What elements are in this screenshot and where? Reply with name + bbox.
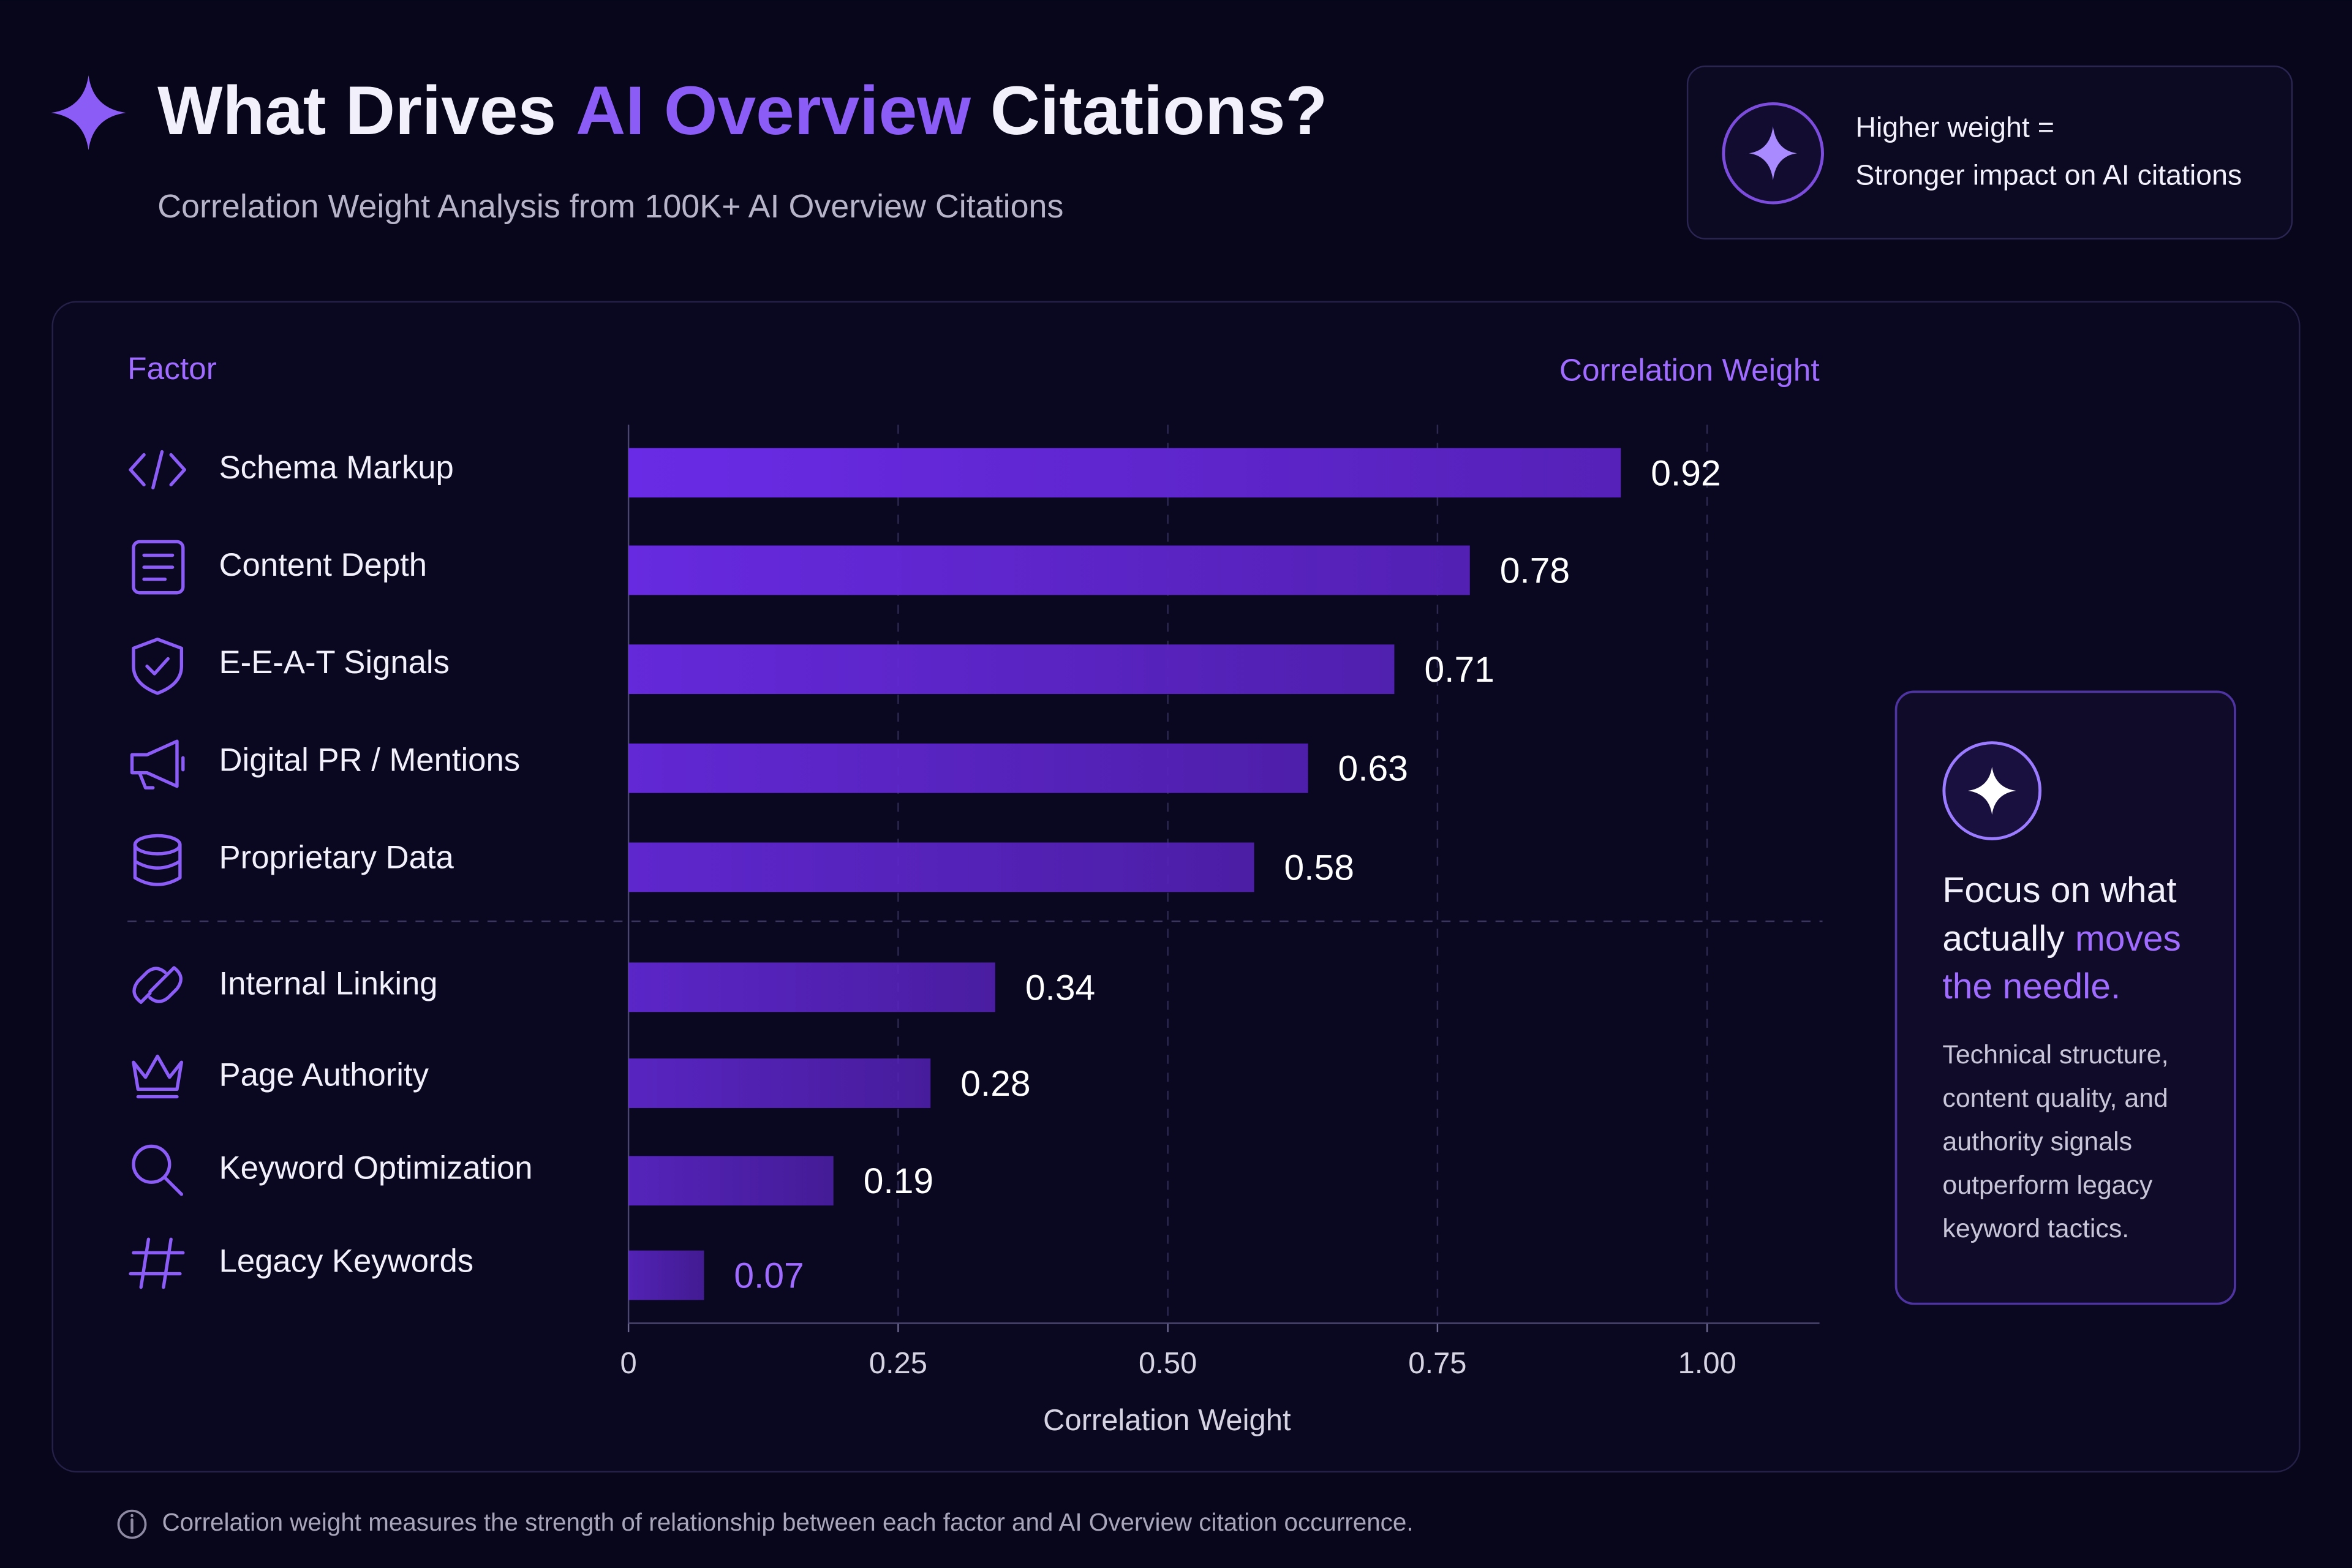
- x-tick-label: 0: [620, 1347, 637, 1380]
- callout-heading: actually moves: [1942, 918, 2181, 958]
- value-label: 0.28: [960, 1064, 1030, 1104]
- value-label: 0.19: [864, 1161, 933, 1201]
- bar: [628, 743, 1308, 793]
- value-label: 0.63: [1338, 749, 1408, 789]
- x-axis-label: Correlation Weight: [1043, 1404, 1291, 1437]
- bar: [628, 1156, 834, 1206]
- title-highlight: AI Overview: [576, 72, 971, 149]
- category-label: Content Depth: [219, 547, 427, 583]
- category-label: E-E-A-T Signals: [219, 644, 450, 680]
- column-header: Correlation Weight: [1559, 352, 1820, 387]
- x-tick-label: 1.00: [1678, 1347, 1736, 1380]
- value-label: 0.92: [1651, 453, 1721, 493]
- category-label: Schema Markup: [219, 450, 454, 486]
- callout-heading-highlight: the needle.: [1942, 967, 2120, 1006]
- icon-crown: [132, 1054, 184, 1099]
- value-label: 0.71: [1424, 650, 1494, 690]
- title-part: What Drives: [157, 72, 556, 149]
- callout-box: [1894, 690, 2236, 1305]
- value-label: 0.78: [1500, 551, 1570, 590]
- icon-code: [129, 450, 186, 490]
- icon-hash: [129, 1237, 185, 1289]
- icon-doc: [132, 540, 185, 595]
- legend-sparkle: [1749, 126, 1797, 181]
- bar: [628, 448, 1621, 498]
- bar: [628, 545, 1470, 595]
- callout-heading-part: actually: [1942, 918, 2065, 958]
- subtitle: Correlation Weight Analysis from 100K+ A…: [157, 188, 1063, 225]
- callout-body-line: outperform legacy: [1942, 1170, 2152, 1200]
- category-label: Proprietary Data: [219, 840, 454, 876]
- bar: [628, 1058, 931, 1108]
- row-icons: [129, 450, 186, 1289]
- value-label: 0.07: [734, 1256, 804, 1295]
- x-tick-label: 0.75: [1408, 1347, 1466, 1380]
- legend-text: Stronger impact on AI citations: [1855, 159, 2242, 191]
- legend-text: Higher weight =: [1855, 111, 2054, 143]
- callout-sparkle: [1968, 766, 2016, 815]
- icon-search-handle: [163, 1176, 184, 1196]
- callout-heading-highlight: moves: [2075, 918, 2181, 958]
- legend-box: [1686, 65, 2293, 240]
- category-label: Keyword Optimization: [219, 1150, 533, 1186]
- icon-megaphone: [130, 739, 185, 790]
- category-label: Legacy Keywords: [219, 1243, 474, 1279]
- icon-link: [132, 966, 183, 1005]
- x-tick-label: 0.25: [869, 1347, 927, 1380]
- bar: [628, 1250, 704, 1300]
- title: What Drives AI Overview Citations?: [157, 72, 1327, 149]
- callout-body-line: authority signals: [1942, 1127, 2132, 1156]
- bar: [628, 962, 995, 1012]
- callout-heading: Focus on what: [1942, 870, 2176, 910]
- value-label: 0.34: [1025, 968, 1095, 1008]
- column-header: Factor: [127, 350, 217, 386]
- footnote: Correlation weight measures the strength…: [162, 1508, 1413, 1536]
- bar: [628, 644, 1395, 695]
- callout-body: Technical structure, content quality, and…: [1942, 1040, 2168, 1243]
- icon-doc-lines: [142, 553, 175, 581]
- category-label: Digital PR / Mentions: [219, 742, 521, 778]
- bar: [628, 842, 1254, 892]
- category-label: Page Authority: [219, 1057, 429, 1093]
- callout-body-line: Technical structure,: [1942, 1040, 2168, 1069]
- category-label: Internal Linking: [219, 965, 438, 1001]
- title-part: Citations?: [990, 72, 1328, 149]
- callout-body-line: keyword tactics.: [1942, 1214, 2129, 1243]
- value-label: 0.58: [1284, 848, 1354, 888]
- icon-search: [132, 1144, 172, 1184]
- icon-database-body: [133, 843, 182, 886]
- x-tick-label: 0.50: [1139, 1347, 1197, 1380]
- icon-shield: [132, 637, 184, 695]
- info-icon: [117, 1509, 147, 1539]
- callout-body-line: content quality, and: [1942, 1084, 2168, 1113]
- sparkle-logo: [51, 75, 126, 151]
